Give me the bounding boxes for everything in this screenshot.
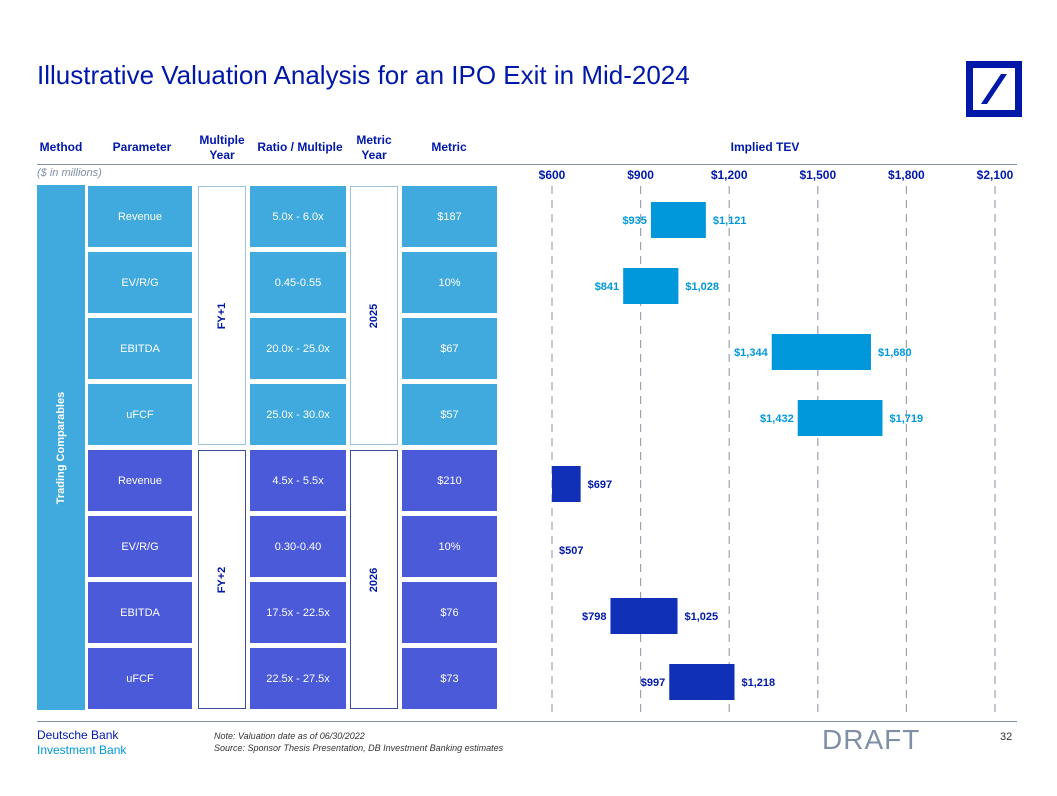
- tev-high-label: $1,680: [878, 347, 912, 359]
- tev-high-label: $697: [588, 479, 612, 491]
- tev-high-label: $1,121: [713, 215, 747, 227]
- metric-cell: $57: [402, 384, 497, 445]
- header-divider: [37, 164, 1017, 165]
- parameter-cell: EBITDA: [88, 582, 192, 643]
- tev-range-bar: [552, 466, 581, 502]
- tev-range-bar: [610, 598, 678, 634]
- tev-high-label: $1,028: [685, 281, 719, 293]
- x-tick-label: $2,100: [976, 168, 1014, 182]
- tev-low-label: $935: [622, 215, 646, 227]
- parameter-cell: EV/R/G: [88, 252, 192, 313]
- tev-range-bar: [669, 664, 735, 700]
- deutsche-bank-logo-icon: [966, 61, 1022, 117]
- metric-cell: $187: [402, 186, 497, 247]
- metric-year-box: [350, 186, 398, 445]
- tev-high-label: $1,719: [889, 413, 923, 425]
- metric-cell: 10%: [402, 516, 497, 577]
- tev-low-label: $1,344: [734, 347, 769, 359]
- parameter-cell: EV/R/G: [88, 516, 192, 577]
- footnote: Note: Valuation date as of 06/30/2022 So…: [214, 730, 503, 754]
- page-title: Illustrative Valuation Analysis for an I…: [37, 60, 690, 90]
- tev-range-bar: [650, 202, 706, 238]
- ratio-cell: 4.5x - 5.5x: [250, 450, 346, 511]
- tev-high-label: $1,218: [742, 677, 776, 689]
- tev-low-label: $997: [641, 677, 665, 689]
- ratio-cell: 17.5x - 22.5x: [250, 582, 346, 643]
- tev-low-label: $798: [582, 611, 606, 623]
- parameter-cell: uFCF: [88, 648, 192, 709]
- tev-range-bar: [623, 268, 679, 304]
- metric-year-box: [350, 450, 398, 709]
- metric-cell: $73: [402, 648, 497, 709]
- header-ratio-multiple: Ratio / Multiple: [257, 140, 343, 154]
- x-tick-label: $1,800: [888, 168, 925, 182]
- metric-cell: 10%: [402, 252, 497, 313]
- x-tick-label: $1,500: [799, 168, 837, 182]
- x-tick-label: $900: [627, 168, 654, 182]
- footer-divider: [37, 721, 1017, 722]
- metric-cell: $210: [402, 450, 497, 511]
- draft-watermark: DRAFT: [822, 724, 921, 755]
- footnote-valuation-date: Note: Valuation date as of 06/30/2022: [214, 731, 365, 741]
- tev-range-bar: [771, 334, 871, 370]
- ratio-cell: 22.5x - 27.5x: [250, 648, 346, 709]
- header-implied-tev: Implied TEV: [730, 140, 800, 154]
- brand-name: Deutsche Bank: [37, 728, 119, 742]
- header-parameter: Parameter: [112, 140, 172, 154]
- ratio-cell: 0.45-0.55: [250, 252, 346, 313]
- ratio-cell: 5.0x - 6.0x: [250, 186, 346, 247]
- ratio-cell: 20.0x - 25.0x: [250, 318, 346, 379]
- ratio-cell: 0.30-0.40: [250, 516, 346, 577]
- header-method: Method: [39, 140, 83, 154]
- tev-high-label: $1,025: [685, 611, 719, 623]
- footnote-source: Source: Sponsor Thesis Presentation, DB …: [214, 743, 504, 753]
- ratio-cell: 25.0x - 30.0x: [250, 384, 346, 445]
- parameter-cell: uFCF: [88, 384, 192, 445]
- parameter-cell: EBITDA: [88, 318, 192, 379]
- tev-range-bar: [797, 400, 883, 436]
- header-metric: Metric: [431, 140, 467, 154]
- tev-low-label: $1,432: [760, 413, 794, 425]
- x-tick-label: $1,200: [710, 168, 748, 182]
- metric-cell: $67: [402, 318, 497, 379]
- header-multiple-year: Multiple Year: [199, 133, 245, 162]
- metric-cell: $76: [402, 582, 497, 643]
- x-tick-label: $600: [538, 168, 566, 182]
- header-metric-year: Metric Year: [356, 133, 392, 162]
- page-number: 32: [1000, 731, 1013, 743]
- multiple-year-box: [198, 450, 246, 709]
- method-column: [37, 185, 85, 710]
- brand-division: Investment Bank: [37, 743, 127, 757]
- tev-low-label: $841: [595, 281, 619, 293]
- tev-high-label: $507: [559, 545, 583, 557]
- parameter-cell: Revenue: [88, 450, 192, 511]
- multiple-year-box: [198, 186, 246, 445]
- units-note: ($ in millions): [37, 167, 102, 179]
- parameter-cell: Revenue: [88, 186, 192, 247]
